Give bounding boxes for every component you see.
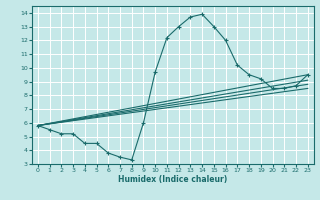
X-axis label: Humidex (Indice chaleur): Humidex (Indice chaleur) xyxy=(118,175,228,184)
